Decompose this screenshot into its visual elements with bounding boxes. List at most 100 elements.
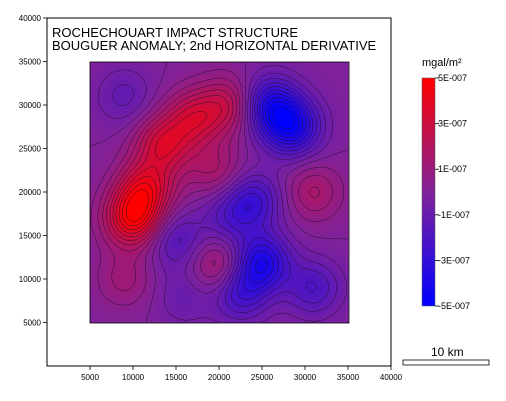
heatmap-cell xyxy=(309,135,315,141)
heatmap-cell xyxy=(107,209,113,215)
heatmap-cell xyxy=(115,148,121,154)
heatmap-cell xyxy=(193,131,199,137)
heatmap-cell xyxy=(313,200,319,206)
heatmap-cell xyxy=(141,161,147,167)
heatmap-cell xyxy=(343,135,349,141)
heatmap-cell xyxy=(98,265,104,271)
heatmap-cell xyxy=(201,87,207,93)
heatmap-cell xyxy=(249,174,254,180)
heatmap-cell xyxy=(193,279,199,284)
heatmap-cell xyxy=(253,200,259,206)
heatmap-cell xyxy=(322,231,328,237)
heatmap-cell xyxy=(111,265,117,271)
heatmap-cell xyxy=(227,261,233,267)
heatmap-cell xyxy=(107,96,113,102)
heatmap-cell xyxy=(102,100,108,106)
heatmap-cell xyxy=(214,205,220,210)
heatmap-cell xyxy=(330,252,336,258)
heatmap-cell xyxy=(102,126,108,132)
heatmap-cell xyxy=(133,292,138,297)
heatmap-cell xyxy=(176,83,181,89)
heatmap-cell xyxy=(154,279,160,284)
heatmap-cell xyxy=(339,257,345,263)
heatmap-cell xyxy=(115,161,121,167)
heatmap-cell xyxy=(167,279,173,284)
heatmap-cell xyxy=(231,192,237,197)
heatmap-cell xyxy=(201,152,207,158)
heatmap-cell xyxy=(115,62,121,67)
heatmap-cell xyxy=(128,62,134,67)
heatmap-cell xyxy=(206,157,211,163)
heatmap-cell xyxy=(339,148,345,154)
heatmap-cell xyxy=(219,196,224,202)
heatmap-cell xyxy=(330,144,336,150)
heatmap-cell xyxy=(150,265,156,271)
heatmap-cell xyxy=(257,231,263,237)
heatmap-cell xyxy=(133,139,138,145)
heatmap-cell xyxy=(240,187,246,193)
heatmap-cell xyxy=(339,122,345,128)
heatmap-cell xyxy=(206,305,211,311)
heatmap-cell xyxy=(231,96,237,102)
heatmap-cell xyxy=(171,300,177,306)
heatmap-cell xyxy=(283,231,289,237)
heatmap-cell xyxy=(171,170,177,176)
heatmap-cell xyxy=(124,222,130,228)
heatmap-cell xyxy=(339,161,345,167)
heatmap-cell xyxy=(231,83,237,89)
heatmap-cell xyxy=(98,62,104,67)
heatmap-cell xyxy=(120,305,125,311)
heatmap-cell xyxy=(257,222,263,228)
heatmap-cell xyxy=(120,287,125,293)
heatmap-cell xyxy=(236,178,242,184)
heatmap-cell xyxy=(171,265,177,271)
heatmap-cell xyxy=(287,139,293,145)
heatmap-cell xyxy=(150,122,156,128)
heatmap-cell xyxy=(322,161,328,167)
chart-title: ROCHECHOUART IMPACT STRUCTURE xyxy=(52,25,298,40)
heatmap-cell xyxy=(296,252,302,258)
heatmap-cell xyxy=(223,235,229,241)
heatmap-cell xyxy=(171,165,177,171)
heatmap-cell xyxy=(223,62,229,67)
heatmap-cell xyxy=(219,139,224,145)
heatmap-cell xyxy=(128,126,134,132)
heatmap-cell xyxy=(163,309,168,315)
heatmap-cell xyxy=(120,122,125,128)
heatmap-cell xyxy=(339,118,345,123)
heatmap-cell xyxy=(188,292,194,297)
heatmap-cell xyxy=(322,200,328,206)
heatmap-cell xyxy=(115,231,121,237)
heatmap-cell xyxy=(274,309,280,315)
heatmap-cell xyxy=(210,152,216,158)
heatmap-cell xyxy=(141,100,147,106)
heatmap-cell xyxy=(335,235,340,241)
heatmap-cell xyxy=(120,218,125,224)
heatmap-cell xyxy=(292,252,297,258)
heatmap-cell xyxy=(214,257,220,263)
heatmap-cell xyxy=(227,300,233,306)
heatmap-cell xyxy=(227,144,233,150)
heatmap-cell xyxy=(124,305,130,311)
heatmap-cell xyxy=(163,296,168,302)
heatmap-cell xyxy=(133,296,138,302)
heatmap-cell xyxy=(270,174,276,180)
heatmap-cell xyxy=(150,239,156,245)
heatmap-cell xyxy=(154,239,160,245)
heatmap-cell xyxy=(193,222,199,228)
heatmap-cell xyxy=(124,144,130,150)
heatmap-cell xyxy=(343,248,349,254)
heatmap-cell xyxy=(330,305,336,311)
heatmap-cell xyxy=(287,65,293,71)
heatmap-cell xyxy=(231,87,237,93)
heatmap-cell xyxy=(317,248,323,254)
heatmap-cell xyxy=(128,244,134,250)
heatmap-cell xyxy=(253,270,259,276)
heatmap-cell xyxy=(231,105,237,110)
heatmap-cell xyxy=(343,174,349,180)
heatmap-cell xyxy=(274,261,280,267)
heatmap-cell xyxy=(300,274,306,280)
heatmap-cell xyxy=(145,152,151,158)
heatmap-cell xyxy=(210,239,216,245)
heatmap-cell xyxy=(115,187,121,193)
